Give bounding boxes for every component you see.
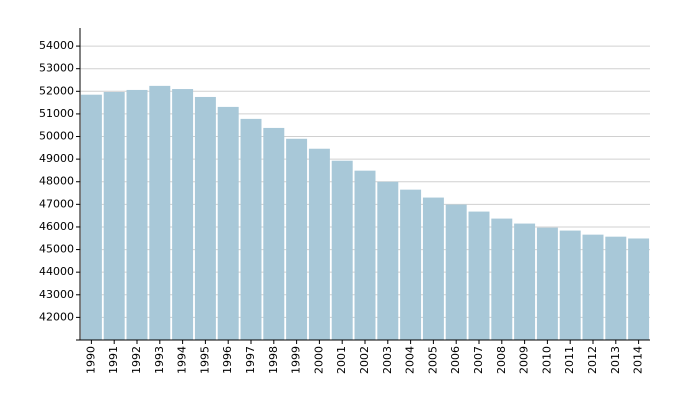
x-tick-label: 1991: [107, 346, 120, 374]
x-tick-label: 1999: [290, 346, 303, 374]
x-tick-label: 1998: [267, 346, 280, 374]
x-tick-label: 1994: [176, 346, 189, 374]
bar: [286, 138, 308, 340]
bar: [80, 94, 102, 341]
x-tick-label: 2004: [404, 346, 417, 374]
y-tick-label: 45000: [39, 243, 74, 256]
bar: [172, 89, 194, 340]
bar: [103, 91, 125, 340]
x-tick-label: 2014: [632, 346, 645, 374]
bar: [422, 197, 444, 340]
y-tick-label: 51000: [39, 107, 74, 120]
x-tick-label: 2011: [563, 346, 576, 374]
y-tick-label: 53000: [39, 62, 74, 75]
bar: [491, 218, 513, 340]
x-tick-label: 1992: [130, 346, 143, 374]
bar: [331, 160, 353, 340]
bar: [126, 89, 148, 341]
bar: [240, 118, 262, 340]
x-tick-label: 2008: [495, 346, 508, 374]
x-tick-label: 2000: [312, 346, 325, 374]
y-tick-label: 50000: [39, 130, 74, 143]
x-tick-label: 1997: [244, 346, 257, 374]
bar: [536, 227, 558, 340]
bar: [400, 189, 422, 340]
x-tick-label: 2013: [609, 346, 622, 374]
x-tick-label: 2007: [472, 346, 485, 374]
x-tick-label: 2012: [586, 346, 599, 374]
bar: [263, 127, 285, 340]
bar: [582, 234, 604, 340]
bar: [514, 223, 536, 340]
bar: [468, 211, 490, 340]
y-tick-label: 49000: [39, 152, 74, 165]
x-tick-label: 2003: [381, 346, 394, 374]
bar: [445, 204, 467, 340]
bar: [559, 230, 581, 340]
bar: [217, 106, 239, 340]
bar: [605, 236, 627, 340]
y-tick-label: 52000: [39, 84, 74, 97]
y-tick-label: 44000: [39, 265, 74, 278]
y-tick-label: 54000: [39, 39, 74, 52]
x-tick-label: 1990: [84, 346, 97, 374]
x-tick-label: 2009: [518, 346, 531, 374]
y-tick-label: 46000: [39, 220, 74, 233]
bar: [377, 181, 399, 340]
y-tick-label: 47000: [39, 197, 74, 210]
x-tick-label: 2010: [540, 346, 553, 374]
bar: [628, 238, 650, 340]
bar: [194, 96, 216, 341]
x-tick-label: 1996: [221, 346, 234, 374]
x-tick-label: 1995: [198, 346, 211, 374]
bar: [149, 85, 171, 340]
x-tick-label: 2005: [426, 346, 439, 374]
bar: [354, 170, 376, 340]
y-tick-label: 43000: [39, 288, 74, 301]
y-tick-label: 42000: [39, 310, 74, 323]
bar: [308, 148, 330, 340]
x-tick-label: 2001: [335, 346, 348, 374]
x-tick-label: 2006: [449, 346, 462, 374]
y-tick-label: 48000: [39, 175, 74, 188]
x-tick-label: 1993: [153, 346, 166, 374]
x-tick-label: 2002: [358, 346, 371, 374]
